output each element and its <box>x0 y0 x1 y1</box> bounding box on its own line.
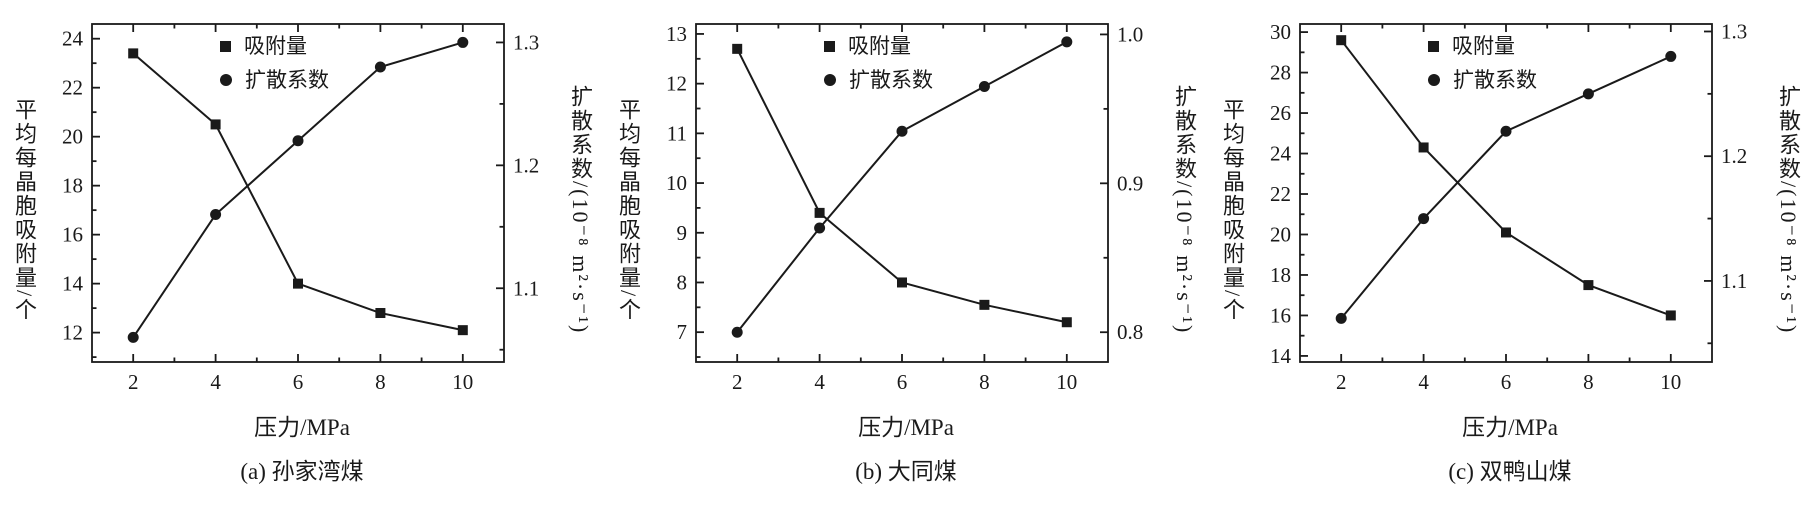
chart-panel-b: 平均每晶胞吸附量/个 2 4 6 8 10 7 8 9 10 11 12 13 0.8 0.9 1.0 吸附… <box>604 0 1208 519</box>
svg-text:10: 10 <box>1056 370 1077 394</box>
svg-text:14: 14 <box>62 272 84 296</box>
svg-text:9: 9 <box>677 221 688 245</box>
svg-text:2: 2 <box>732 370 743 394</box>
svg-text:20: 20 <box>62 125 83 149</box>
svg-text:10: 10 <box>1660 370 1681 394</box>
svg-text:1.3: 1.3 <box>1721 19 1747 43</box>
svg-text:22: 22 <box>1270 182 1291 206</box>
svg-text:13: 13 <box>666 22 687 46</box>
svg-text:22: 22 <box>62 76 83 100</box>
svg-text:1.3: 1.3 <box>513 30 539 54</box>
svg-text:8: 8 <box>375 370 386 394</box>
plot-area: 2 4 6 8 10 12 14 16 18 20 22 24 1.1 1.2 1.3 <box>42 10 562 410</box>
panel-caption: (a) 孙家湾煤 <box>240 459 364 484</box>
svg-text:0.9: 0.9 <box>1117 171 1143 195</box>
x-axis-title: 压力/MPa <box>254 415 350 440</box>
panel-caption: (c) 双鸭山煤 <box>1448 459 1572 484</box>
plot-area: 2 4 6 8 10 14 16 18 20 22 24 26 28 30 1.1 1.2 1.3 <box>1250 10 1770 410</box>
chart-panel-c: 平均每晶胞吸附量/个 2 4 6 8 10 14 16 18 20 22 24 26 28 30 1.1 1.… <box>1208 0 1812 519</box>
svg-text:16: 16 <box>62 223 83 247</box>
svg-text:24: 24 <box>1270 142 1292 166</box>
svg-text:20: 20 <box>1270 222 1291 246</box>
svg-text:1.1: 1.1 <box>1721 269 1747 293</box>
right-axis-title: 扩散系数/(10⁻⁸ m²·s⁻¹) <box>568 85 593 335</box>
x-axis-title: 压力/MPa <box>1462 415 1558 440</box>
svg-text:16: 16 <box>1270 303 1291 327</box>
svg-text:26: 26 <box>1270 101 1291 125</box>
svg-text:1.2: 1.2 <box>513 153 539 177</box>
left-axis-title: 平均每晶胞吸附量/个 <box>1220 97 1245 323</box>
svg-text:2: 2 <box>128 370 139 394</box>
right-axis-title: 扩散系数/(10⁻⁸ m²·s⁻¹) <box>1172 85 1197 335</box>
chart-area-a: 2 4 6 8 10 12 14 16 18 20 22 24 1.1 1.2 1.3 吸附量 扩散系数 压… <box>42 10 562 519</box>
svg-text:6: 6 <box>1501 370 1512 394</box>
svg-text:2: 2 <box>1336 370 1347 394</box>
svg-text:24: 24 <box>62 27 84 51</box>
svg-text:1.1: 1.1 <box>513 276 539 300</box>
svg-text:6: 6 <box>897 370 908 394</box>
svg-text:18: 18 <box>62 174 83 198</box>
svg-text:8: 8 <box>1583 370 1594 394</box>
plot-area: 2 4 6 8 10 7 8 9 10 11 12 13 0.8 0.9 1.0 <box>646 10 1166 410</box>
svg-text:8: 8 <box>677 270 688 294</box>
chart-area-b: 2 4 6 8 10 7 8 9 10 11 12 13 0.8 0.9 1.0 吸附量 扩散系数 压力/M… <box>646 10 1166 519</box>
svg-text:4: 4 <box>1418 370 1429 394</box>
svg-text:10: 10 <box>452 370 473 394</box>
chart-panel-a: 平均每晶胞吸附量/个 2 4 6 8 10 12 14 16 18 20 22 24 1.1 1.2 1.3… <box>0 0 604 519</box>
svg-text:10: 10 <box>666 171 687 195</box>
svg-text:7: 7 <box>677 320 688 344</box>
svg-text:14: 14 <box>1270 344 1292 368</box>
left-axis-title: 平均每晶胞吸附量/个 <box>616 97 641 323</box>
left-axis-title: 平均每晶胞吸附量/个 <box>12 97 37 323</box>
chart-area-c: 2 4 6 8 10 14 16 18 20 22 24 26 28 30 1.1 1.2 1.3 吸附量 扩散… <box>1250 10 1770 519</box>
svg-text:8: 8 <box>979 370 990 394</box>
right-axis-title: 扩散系数/(10⁻⁸ m²·s⁻¹) <box>1776 85 1801 335</box>
svg-text:12: 12 <box>666 72 687 96</box>
svg-text:30: 30 <box>1270 20 1291 44</box>
svg-text:0.8: 0.8 <box>1117 320 1143 344</box>
svg-text:28: 28 <box>1270 61 1291 85</box>
svg-text:12: 12 <box>62 321 83 345</box>
x-axis-title: 压力/MPa <box>858 415 954 440</box>
svg-text:6: 6 <box>293 370 304 394</box>
panel-caption: (b) 大同煤 <box>855 459 957 484</box>
svg-text:11: 11 <box>667 121 687 145</box>
svg-text:4: 4 <box>814 370 825 394</box>
svg-text:1.2: 1.2 <box>1721 144 1747 168</box>
svg-text:4: 4 <box>210 370 221 394</box>
svg-text:18: 18 <box>1270 263 1291 287</box>
svg-text:1.0: 1.0 <box>1117 22 1143 46</box>
